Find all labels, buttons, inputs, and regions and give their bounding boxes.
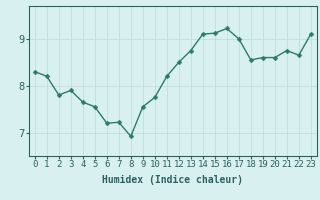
X-axis label: Humidex (Indice chaleur): Humidex (Indice chaleur) [102, 175, 243, 185]
